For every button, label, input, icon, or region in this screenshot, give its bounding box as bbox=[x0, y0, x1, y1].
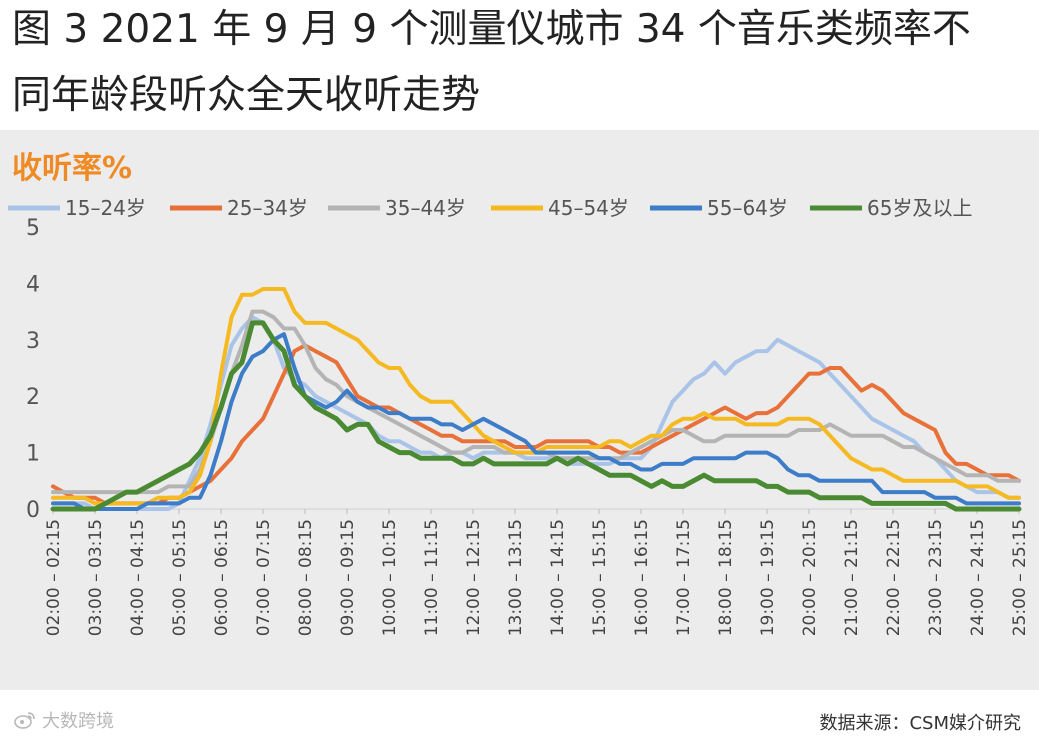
data-source-note: 数据来源：CSM媒介研究 bbox=[819, 713, 1021, 734]
x-tick-label: 16:00 – 16:15 bbox=[632, 519, 652, 636]
y-tick-label: 0 bbox=[26, 498, 40, 523]
series-line bbox=[51, 343, 1021, 506]
legend-label: 25–34岁 bbox=[227, 196, 308, 220]
x-tick-label: 19:00 – 19:15 bbox=[758, 519, 778, 636]
watermark: 大数跨境 bbox=[14, 707, 114, 734]
x-tick-label: 22:00 – 22:15 bbox=[884, 519, 904, 636]
legend-label: 65岁及以上 bbox=[867, 196, 972, 220]
legend-label: 45–54岁 bbox=[548, 196, 629, 220]
weibo-logo-icon bbox=[14, 711, 36, 734]
watermark-text: 大数跨境 bbox=[42, 711, 114, 732]
y-axis-label: 收听率% bbox=[12, 151, 132, 186]
x-tick-label: 18:00 – 18:15 bbox=[716, 519, 736, 636]
x-tick-label: 02:00 – 02:15 bbox=[44, 519, 64, 636]
legend-label: 15–24岁 bbox=[65, 196, 146, 220]
y-tick-label: 5 bbox=[26, 216, 40, 241]
x-tick-label: 08:00 – 08:15 bbox=[296, 519, 316, 636]
x-tick-label: 13:00 – 13:15 bbox=[506, 519, 526, 636]
legend-label: 55–64岁 bbox=[707, 196, 788, 220]
x-tick-label: 11:00 – 11:15 bbox=[422, 519, 442, 636]
x-tick-label: 24:00 – 24:15 bbox=[968, 519, 988, 636]
x-tick-label: 14:00 – 14:15 bbox=[548, 519, 568, 636]
x-tick-label: 17:00 – 17:15 bbox=[674, 519, 694, 636]
x-tick-label: 21:00 – 21:15 bbox=[842, 519, 862, 636]
x-tick-label: 03:00 – 03:15 bbox=[86, 519, 106, 636]
line-chart: 收听率% 15–24岁 25–34岁 35–44岁 45–54岁 55–64岁 65岁及以… bbox=[0, 130, 1039, 690]
legend-label: 35–44岁 bbox=[385, 196, 466, 220]
series-line bbox=[50, 320, 1022, 512]
y-tick-label: 4 bbox=[26, 272, 40, 297]
x-tick-label: 15:00 – 15:15 bbox=[590, 519, 610, 636]
x-tick-label: 04:00 – 04:15 bbox=[128, 519, 148, 636]
chart-legend: 15–24岁 25–34岁 35–44岁 45–54岁 55–64岁 65岁及以上 bbox=[8, 196, 972, 220]
x-tick-label: 25:00 – 25:15 bbox=[1010, 519, 1030, 636]
x-tick-label: 09:00 – 09:15 bbox=[338, 519, 358, 636]
x-tick-label: 23:00 – 23:15 bbox=[926, 519, 946, 636]
x-tick-label: 07:00 – 07:15 bbox=[254, 519, 274, 636]
series-lines bbox=[50, 287, 1022, 512]
y-tick-label: 3 bbox=[26, 329, 40, 354]
y-axis-ticks: 0 1 2 3 4 5 bbox=[26, 216, 40, 523]
x-tick-label: 05:00 – 05:15 bbox=[170, 519, 190, 636]
x-tick-label: 10:00 – 10:15 bbox=[380, 519, 400, 636]
page-title-line-1: 图 3 2021 年 9 月 9 个测量仪城市 34 个音乐类频率不 bbox=[12, 7, 971, 52]
series-line bbox=[51, 332, 1021, 511]
page-title-line-2: 同年龄段听众全天收听走势 bbox=[12, 73, 481, 118]
y-tick-label: 2 bbox=[26, 385, 40, 410]
y-tick-label: 1 bbox=[26, 442, 40, 467]
x-tick-label: 12:00 – 12:15 bbox=[464, 519, 484, 636]
x-tick-label: 06:00 – 06:15 bbox=[212, 519, 232, 636]
x-axis-ticks: 02:00 – 02:15 03:00 – 03:15 04:00 – 04:15 0… bbox=[44, 509, 1030, 636]
x-tick-label: 20:00 – 20:15 bbox=[800, 519, 820, 636]
